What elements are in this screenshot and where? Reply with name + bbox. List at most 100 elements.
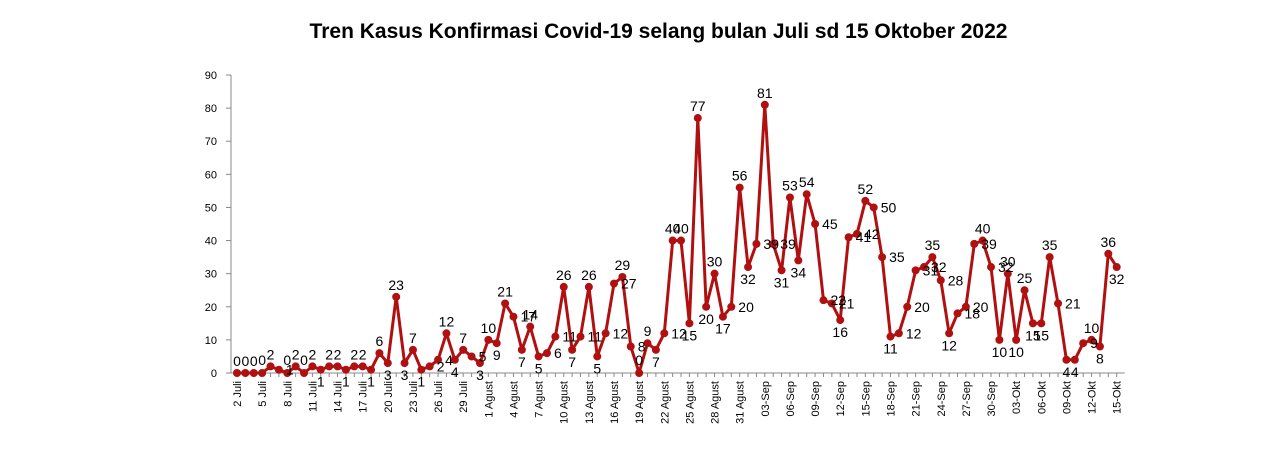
data-label: 45 — [822, 216, 838, 232]
data-point — [785, 193, 794, 202]
data-points — [233, 100, 1121, 377]
y-tick-label: 50 — [205, 202, 217, 214]
data-label: 77 — [690, 98, 706, 114]
data-label: 0 — [258, 352, 266, 368]
x-tick-label: 5 Juli — [257, 381, 269, 407]
data-point — [702, 302, 711, 311]
data-label: 11 — [562, 329, 577, 345]
x-tick-label: 12-Sep — [835, 381, 847, 416]
data-label: 39 — [763, 236, 779, 252]
data-label: 4 — [1063, 364, 1071, 380]
x-tick-label: 18-Sep — [885, 381, 897, 416]
data-point — [769, 239, 778, 248]
data-label: 15 — [1033, 327, 1049, 343]
data-point — [718, 312, 727, 321]
x-tick-label: 24-Sep — [936, 381, 948, 416]
data-label: 9 — [644, 323, 652, 339]
data-point — [308, 362, 317, 371]
data-label: 0 — [241, 353, 249, 369]
data-label: 29 — [615, 257, 631, 273]
x-tick-label: 06-Okt — [1036, 381, 1048, 414]
data-point — [978, 236, 987, 245]
data-label: 42 — [864, 226, 880, 242]
y-tick-label: 90 — [205, 70, 217, 82]
data-point — [802, 190, 811, 199]
x-tick-label: 28 Agust — [710, 381, 722, 424]
data-point — [836, 316, 845, 325]
data-point — [300, 369, 309, 377]
data-label: 12 — [613, 325, 629, 341]
x-tick-label: 10 Agust — [559, 381, 571, 424]
data-label: 54 — [799, 174, 815, 190]
data-label: 28 — [948, 272, 964, 288]
data-label: 1 — [317, 374, 325, 390]
x-tick-label: 16 Agust — [609, 381, 621, 424]
data-point — [367, 365, 376, 374]
data-point — [643, 339, 652, 348]
x-tick-label: 17 Juli — [358, 381, 370, 413]
data-point — [668, 236, 677, 245]
x-axis-ticks: 2 Juli 5 Juli 8 Juli 11 Juli 14 Juli 17 Juli 2… — [232, 373, 1124, 424]
data-label: 3 — [476, 367, 484, 383]
x-tick-label: 7 Agust — [534, 381, 546, 418]
data-point — [450, 355, 459, 364]
data-point — [601, 329, 610, 338]
x-tick-label: 1 Agust — [483, 381, 495, 418]
x-tick-label: 21-Sep — [911, 381, 923, 416]
data-point — [383, 359, 392, 368]
y-tick-label: 40 — [205, 236, 217, 248]
data-label: 21 — [1065, 295, 1081, 311]
data-label: 40 — [673, 221, 689, 237]
x-tick-label: 14 Juli — [333, 381, 345, 413]
data-label: 6 — [376, 333, 384, 349]
y-tick-label: 0 — [211, 368, 217, 380]
data-point — [626, 342, 635, 351]
data-label: 35 — [925, 237, 941, 253]
data-label: 2 — [292, 346, 300, 362]
data-point — [1112, 263, 1121, 272]
data-label: 2 — [359, 346, 367, 362]
data-point — [1054, 299, 1063, 308]
data-label: 23 — [388, 277, 404, 293]
data-label: 36 — [1101, 234, 1117, 250]
data-label: 35 — [1042, 237, 1058, 253]
data-label: 2 — [309, 346, 317, 362]
data-point — [283, 369, 292, 377]
data-point — [760, 100, 769, 109]
y-tick-label: 20 — [205, 302, 217, 314]
data-point — [526, 322, 535, 331]
data-point — [710, 269, 719, 278]
data-label: 20 — [914, 299, 930, 315]
x-tick-label: 15-Okt — [1112, 381, 1124, 414]
data-point — [341, 365, 350, 374]
data-point — [1028, 319, 1037, 328]
chart-title: Tren Kasus Konfirmasi Covid-19 selang bu… — [309, 20, 1008, 43]
data-point — [274, 365, 283, 374]
data-label: 30 — [1000, 254, 1016, 270]
data-label: 27 — [621, 276, 637, 292]
data-label: 41 — [856, 229, 872, 245]
data-point — [970, 239, 979, 248]
data-point — [316, 365, 325, 374]
data-label: 32 — [998, 259, 1014, 275]
data-point — [559, 282, 568, 291]
data-point — [1095, 342, 1104, 351]
data-point — [534, 352, 543, 361]
data-point — [1079, 339, 1088, 348]
y-axis-ticks: 0 10 20 30 40 50 60 70 80 90 — [205, 70, 231, 380]
data-point — [1012, 335, 1021, 344]
data-label: 17 — [520, 309, 536, 325]
data-label: 8 — [1096, 351, 1104, 367]
data-point — [1020, 286, 1029, 295]
data-point — [501, 299, 510, 308]
data-label: 11 — [883, 341, 898, 357]
data-label: 7 — [652, 354, 660, 370]
data-point — [794, 256, 803, 265]
data-label: 10 — [481, 320, 497, 336]
data-label: 16 — [832, 324, 848, 340]
data-label: 6 — [554, 345, 562, 361]
data-label: 5 — [593, 360, 601, 376]
data-label: 39 — [981, 236, 997, 252]
x-tick-label: 09-Okt — [1061, 381, 1073, 414]
data-label: 0 — [233, 353, 241, 369]
